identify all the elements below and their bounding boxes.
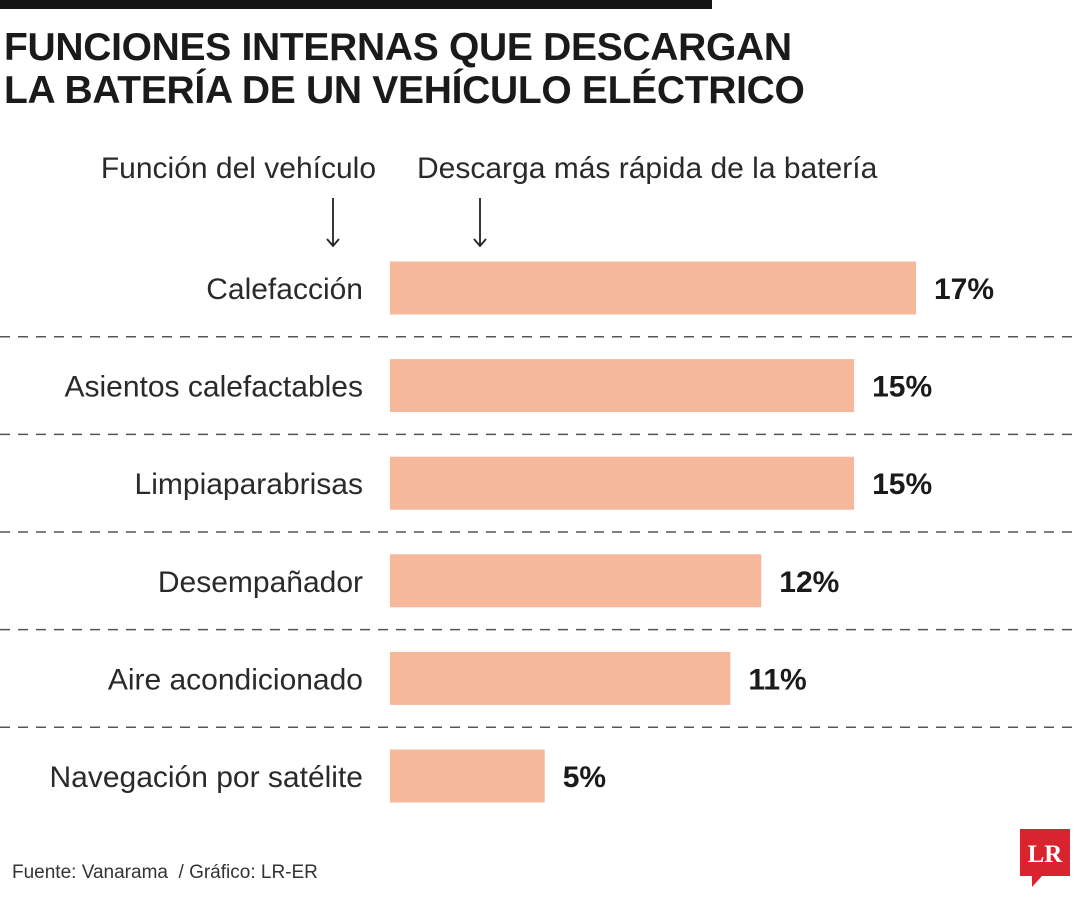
bar (390, 261, 916, 315)
category-label: Navegación por satélite (49, 761, 363, 794)
category-label: Calefacción (206, 273, 363, 306)
lr-logo: LR (1020, 829, 1070, 887)
value-label: 12% (779, 566, 839, 599)
chart-title-line-1: FUNCIONES INTERNAS QUE DESCARGAN (4, 26, 792, 69)
category-label: Limpiaparabrisas (135, 468, 363, 501)
value-label: 5% (563, 761, 606, 794)
down-arrow-icon (326, 198, 340, 248)
value-label: 11% (748, 663, 806, 696)
bar (390, 554, 762, 608)
category-label: Asientos calefactables (64, 371, 363, 404)
category-label: Desempañador (158, 566, 363, 599)
bar (390, 749, 545, 803)
bar-chart: Calefacción 17% Asientos calefactables 15% L… (0, 261, 1080, 803)
value-label: 15% (872, 371, 932, 404)
function-column-header: Función del vehículo (100, 152, 376, 185)
source-note: Fuente: Vanarama / Gráfico: LR-ER (12, 862, 318, 883)
down-arrow-icon (473, 198, 487, 248)
svg-text:LR: LR (1028, 841, 1064, 868)
bar (390, 359, 855, 413)
chart-title-line-2: LA BATERÍA DE UN VEHÍCULO ELÉCTRICO (4, 69, 805, 112)
bar (390, 651, 731, 705)
value-label: 17% (934, 273, 994, 306)
discharge-column-header: Descarga más rápida de la batería (417, 152, 878, 185)
bar (390, 456, 855, 510)
value-label: 15% (872, 468, 932, 501)
category-label: Aire acondicionado (108, 663, 363, 696)
chart-title: FUNCIONES INTERNAS QUE DESCARGAN LA BATE… (4, 26, 805, 112)
top-accent-bar (0, 0, 712, 9)
